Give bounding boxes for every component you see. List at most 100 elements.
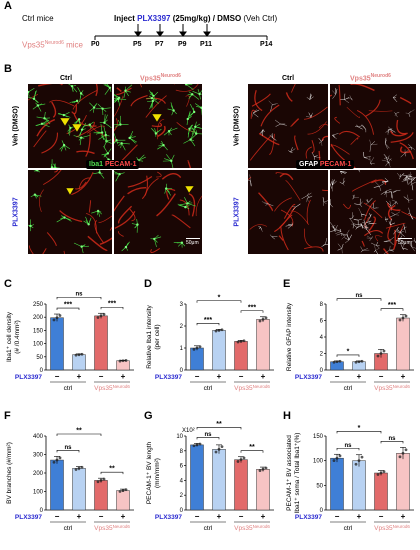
vessel	[161, 173, 182, 180]
data-point	[354, 360, 358, 364]
vessel	[42, 248, 47, 254]
astrocyte-process	[366, 229, 372, 236]
microglia-soma	[50, 166, 54, 168]
vessel	[307, 121, 327, 135]
data-point	[242, 456, 246, 460]
astrocyte-process	[393, 229, 398, 235]
astrocyte-process	[395, 113, 398, 118]
plx-row-label: PLX3397	[155, 374, 182, 381]
plus-sign: +	[401, 512, 406, 521]
astrocyte-process	[393, 112, 396, 114]
microglia-process	[101, 132, 104, 140]
bar	[72, 468, 86, 511]
vessel	[280, 227, 289, 251]
tp-5: P14	[260, 41, 273, 48]
astrocyte-process	[392, 190, 397, 193]
minus-sign: −	[379, 512, 384, 521]
group-label-mutant: Vps35Neurod6	[94, 384, 130, 392]
astrocyte-process	[388, 205, 391, 207]
astrocyte-process	[396, 231, 400, 233]
bar	[396, 317, 410, 371]
vessel	[251, 93, 271, 107]
astrocyte-process	[344, 97, 350, 100]
microglia-process	[123, 90, 126, 99]
bar	[374, 472, 388, 511]
microglia-process	[149, 100, 154, 110]
microglia-soma	[120, 142, 123, 145]
microglia-soma	[198, 92, 201, 96]
data-point	[379, 471, 383, 475]
astrocyte-process	[307, 195, 310, 198]
micrograph-iba1-ctrl-plx-svg	[28, 170, 112, 254]
microglia-process	[170, 102, 174, 111]
astrocyte-process	[389, 200, 392, 206]
minus-sign: −	[335, 512, 340, 521]
vessel	[78, 177, 91, 190]
data-point	[99, 314, 103, 318]
microglia-soma	[106, 152, 110, 155]
minus-sign: −	[195, 512, 200, 521]
panel-a-label: A	[4, 0, 12, 12]
astrocyte-process	[402, 174, 408, 176]
astrocyte-process	[350, 217, 353, 220]
vessel	[36, 118, 56, 137]
sig-label: **	[76, 428, 82, 435]
scalebar-right-text: 50μm	[398, 240, 411, 246]
vessel	[248, 176, 252, 181]
bar	[256, 469, 270, 511]
astrocyte-process	[354, 203, 361, 206]
sig-bracket	[56, 296, 102, 300]
vessel	[176, 122, 196, 133]
y-multiplier: X10²	[182, 428, 195, 434]
panel-h-label: H	[283, 410, 291, 422]
astrocyte-process	[260, 226, 263, 232]
microglia-process	[114, 171, 120, 175]
astrocyte-process	[323, 200, 328, 203]
astrocyte-process	[360, 223, 364, 228]
astrocyte-process	[323, 244, 326, 246]
vessel	[114, 118, 118, 132]
vessel	[87, 125, 105, 134]
astrocyte-process	[392, 97, 396, 101]
astrocyte-process	[369, 144, 372, 152]
data-point	[77, 466, 81, 470]
sig-bracket	[336, 447, 360, 451]
astrocyte-process	[371, 236, 373, 239]
scalebar-left-text: 50μm	[186, 240, 199, 246]
astrocyte-process	[395, 211, 401, 215]
astrocyte-process	[349, 95, 352, 99]
mutant-suffix: mice	[63, 40, 83, 50]
panel-g-label: G	[144, 410, 153, 422]
astrocyte-process	[318, 141, 322, 144]
astrocyte-process	[250, 180, 252, 186]
astrocyte-process	[355, 227, 358, 230]
microglia-process	[102, 107, 111, 109]
group-label-mutant-sup: Neurod6	[113, 384, 131, 389]
astrocyte-process	[358, 170, 361, 173]
plus-sign: +	[77, 512, 82, 521]
astrocyte-process	[394, 113, 396, 117]
microglia-process	[151, 97, 160, 105]
vessel	[361, 240, 365, 247]
microglia-soma	[136, 223, 139, 226]
astrocyte-process	[322, 202, 325, 206]
astrocyte-process	[408, 207, 411, 214]
vessel	[156, 171, 162, 178]
astrocyte-process	[252, 109, 258, 114]
data-point	[198, 442, 202, 446]
microglia-soma	[188, 127, 191, 130]
b-col-mut-name: Vps35	[140, 75, 161, 83]
vessel	[356, 110, 375, 135]
astrocyte-process	[389, 214, 396, 218]
tp-3: P9	[178, 41, 187, 48]
microglia-soma	[62, 113, 66, 117]
chart-f: BV branches (#/mm²) 0 100 200 300 400 ns ** ** PL…	[6, 428, 134, 532]
group-label-mutant: Vps35Neurod6	[234, 384, 270, 392]
microglia-process	[192, 91, 200, 95]
bar	[352, 460, 366, 511]
microglia-soma	[150, 96, 154, 100]
data-point	[214, 329, 218, 333]
astrocyte-process	[346, 229, 350, 235]
vessel	[350, 137, 359, 145]
astrocyte-process	[384, 219, 388, 223]
